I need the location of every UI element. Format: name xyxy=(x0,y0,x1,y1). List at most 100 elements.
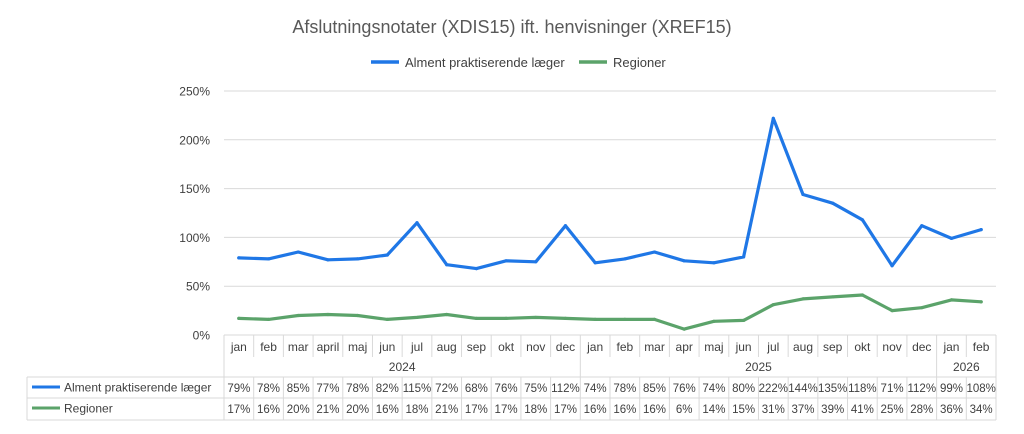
x-tick-label: jan xyxy=(942,340,959,354)
x-tick-label: jul xyxy=(766,340,779,354)
data-label: 41% xyxy=(851,404,874,416)
x-tick-label: feb xyxy=(973,340,990,354)
x-tick-label: jul xyxy=(410,340,423,354)
data-label: 75% xyxy=(524,383,547,395)
data-label: 31% xyxy=(762,404,785,416)
data-point xyxy=(979,227,983,232)
data-point xyxy=(385,317,389,321)
data-label: 118% xyxy=(848,383,877,395)
data-point xyxy=(593,261,597,265)
data-label: 36% xyxy=(940,404,963,416)
data-point xyxy=(445,263,449,267)
data-point xyxy=(445,312,449,317)
x-tick-label: jun xyxy=(735,340,752,354)
data-label: 37% xyxy=(791,404,814,416)
data-label: 17% xyxy=(554,404,577,416)
y-axis: 0% 50% 100% 150% 200% 250% xyxy=(179,85,210,343)
x-tick-label: sep xyxy=(467,340,487,354)
legend-label: Alment praktiserende læger xyxy=(405,55,565,70)
data-label: 77% xyxy=(316,383,339,395)
data-point xyxy=(534,260,538,264)
data-label: 135% xyxy=(818,383,847,395)
x-tick-label: april xyxy=(317,340,340,354)
data-label: 15% xyxy=(732,404,755,416)
x-tick-label: aug xyxy=(793,340,813,354)
year-label: 2026 xyxy=(953,360,980,374)
data-label: 21% xyxy=(435,404,458,416)
series-lines xyxy=(237,116,983,331)
x-tick-label: okt xyxy=(498,340,515,354)
x-tick-label: maj xyxy=(704,340,723,354)
y-tick-label: 0% xyxy=(193,329,211,343)
x-tick-label: apr xyxy=(676,340,693,354)
y-tick-label: 250% xyxy=(179,85,210,99)
data-point xyxy=(831,201,835,205)
data-label: 74% xyxy=(702,383,725,395)
data-label: 18% xyxy=(405,404,428,416)
x-tick-label: mar xyxy=(644,340,665,354)
data-label: 72% xyxy=(435,383,458,395)
data-point xyxy=(356,313,360,318)
data-label: 79% xyxy=(227,383,250,395)
data-point xyxy=(266,257,271,261)
x-tick-label: nov xyxy=(882,340,901,354)
data-point xyxy=(237,316,241,321)
data-label: 17% xyxy=(465,404,488,416)
x-tick-label: dec xyxy=(912,340,931,354)
data-point xyxy=(742,318,746,322)
data-point xyxy=(563,224,568,228)
x-tick-label: nov xyxy=(526,340,545,354)
data-point xyxy=(504,259,508,263)
data-point xyxy=(296,313,300,318)
y-tick-label: 50% xyxy=(186,280,210,294)
data-point xyxy=(266,317,271,321)
y-tick-label: 150% xyxy=(179,182,210,196)
data-point xyxy=(534,315,538,320)
data-point xyxy=(712,319,716,323)
chart-title: Afslutningsnotater (XDIS15) ift. henvisn… xyxy=(292,17,731,37)
data-label: 28% xyxy=(910,404,933,416)
data-label: 80% xyxy=(732,383,755,395)
data-point xyxy=(920,224,924,228)
data-point xyxy=(326,258,330,262)
data-point xyxy=(801,297,805,301)
data-point xyxy=(742,255,746,259)
data-point xyxy=(652,250,657,254)
data-point xyxy=(593,317,597,321)
data-label: 76% xyxy=(495,383,518,395)
x-tick-label: okt xyxy=(854,340,871,354)
data-label: 20% xyxy=(346,404,369,416)
gridlines xyxy=(224,90,996,336)
data-label: 78% xyxy=(257,383,280,395)
x-tick-label: jun xyxy=(378,340,395,354)
data-label: 21% xyxy=(316,404,339,416)
data-label: 71% xyxy=(881,383,904,395)
y-tick-label: 200% xyxy=(179,133,210,147)
data-label: 17% xyxy=(495,404,518,416)
data-label: 85% xyxy=(287,383,310,395)
table-row-label: Alment praktiserende læger xyxy=(64,381,211,395)
data-label: 144% xyxy=(788,383,817,395)
data-point xyxy=(979,300,983,304)
x-tick-label: aug xyxy=(437,340,457,354)
legend-label: Regioner xyxy=(613,55,666,70)
data-label: 16% xyxy=(257,404,280,416)
x-tick-label: dec xyxy=(556,340,575,354)
data-point xyxy=(949,298,954,302)
data-label: 39% xyxy=(821,404,844,416)
data-point xyxy=(652,317,657,321)
data-label: 112% xyxy=(551,383,580,395)
data-point xyxy=(385,253,389,257)
data-point xyxy=(682,327,686,331)
data-label: 76% xyxy=(673,383,696,395)
data-point xyxy=(831,295,835,299)
x-tick-label: mar xyxy=(288,340,309,354)
x-tick-label: feb xyxy=(260,340,277,354)
data-point xyxy=(949,236,954,240)
data-point xyxy=(623,257,627,261)
year-label: 2024 xyxy=(389,360,416,374)
data-label: 14% xyxy=(702,404,725,416)
data-point xyxy=(296,250,300,254)
legend: Alment praktiserende læger Regioner xyxy=(371,55,666,70)
